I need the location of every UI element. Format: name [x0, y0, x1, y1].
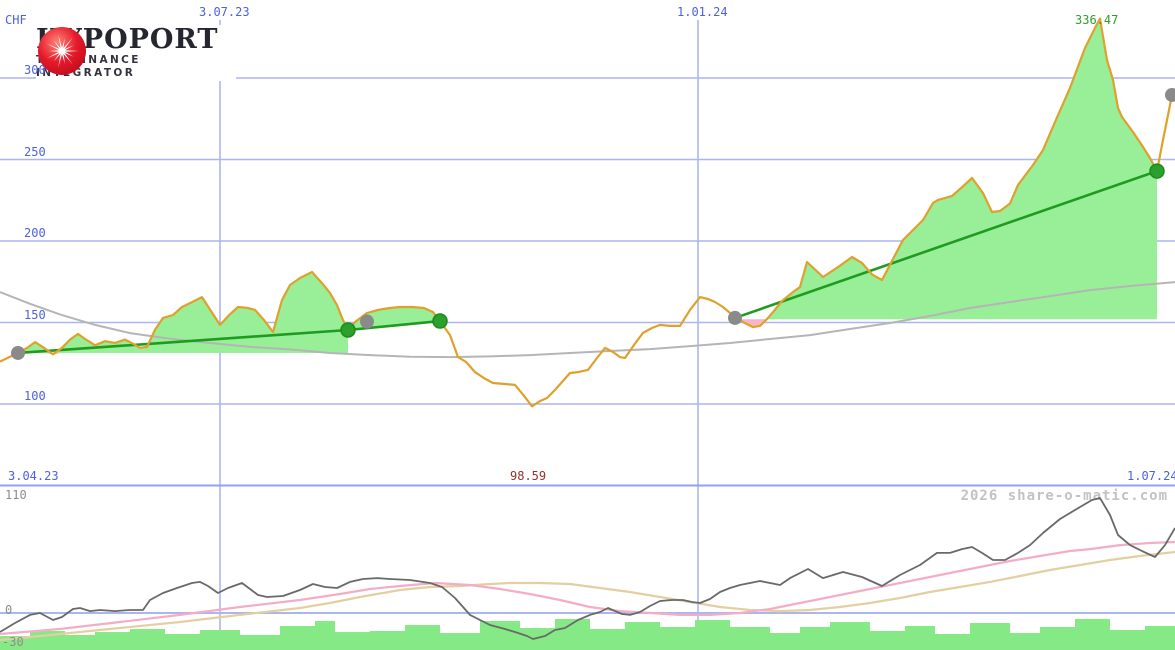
volume-bar — [800, 626, 830, 650]
moving-average-line — [0, 281, 1175, 359]
volume-bar — [905, 625, 935, 650]
price-y-tick-300: 300 — [24, 63, 46, 77]
trend-marker-green — [432, 313, 448, 329]
volume-bar — [65, 634, 95, 650]
osc-tick-0: 0 — [5, 603, 13, 617]
volume-bar — [440, 633, 480, 650]
bottom-date-tick: 3.04.23 — [8, 469, 59, 483]
volume-bar — [1010, 633, 1040, 650]
volume-bar — [590, 629, 625, 650]
volume-bar — [730, 626, 770, 650]
top-date-tick: 1.01.24 — [677, 5, 728, 19]
price-y-tick-250: 250 — [24, 144, 46, 159]
oscillator-line — [0, 497, 1175, 640]
volume-bar — [970, 622, 1010, 650]
trend-line-1 — [17, 328, 349, 355]
hypoport-logo: HYPOPORT THE FINANCE INTEGRATOR — [36, 25, 236, 81]
volume-bar — [935, 633, 970, 650]
volume-bar — [1110, 629, 1145, 650]
volume-bar — [1040, 626, 1075, 650]
price-fill-above-trend-0 — [18, 272, 348, 353]
osc-tick--30: -30 — [2, 635, 24, 650]
volume-bar — [695, 620, 730, 650]
trend-line-2 — [347, 319, 441, 332]
price-y-tick-100: 100 — [24, 389, 46, 403]
volume-bar — [370, 630, 405, 650]
volume-bar — [165, 633, 200, 650]
volume-bar — [770, 633, 800, 650]
trend-marker-gray — [11, 345, 25, 360]
volume-bar — [95, 632, 130, 650]
volume-bar — [520, 628, 555, 650]
volume-bar — [200, 629, 240, 650]
high-value-label: 336.47 — [1075, 12, 1119, 27]
volume-bar — [335, 632, 370, 650]
volume-bar — [405, 625, 440, 650]
volume-bar — [660, 626, 695, 650]
low-value-label: 98.59 — [510, 469, 547, 483]
price-y-tick-150: 150 — [24, 307, 46, 322]
currency-label: CHF — [5, 13, 27, 27]
trend-marker-gray — [1165, 87, 1175, 102]
volume-bar — [625, 621, 660, 650]
trend-marker-gray — [360, 314, 374, 329]
starburst-shape — [46, 34, 79, 68]
volume-bar — [280, 625, 315, 650]
hypoport-logo-icon — [38, 27, 86, 75]
volume-bar — [870, 630, 905, 650]
price-fill-above-trend-2 — [735, 18, 1157, 320]
volume-bar — [130, 629, 165, 650]
bottom-date-tick: 1.07.24 — [1127, 469, 1175, 483]
watermark: 2026 share-o-matic.com — [960, 488, 1168, 504]
trend-marker-green — [340, 322, 356, 338]
price-y-tick-200: 200 — [24, 226, 46, 240]
volume-bar — [240, 634, 280, 650]
price-fill-below-trend-0 — [18, 353, 348, 355]
volume-bar — [1145, 625, 1175, 650]
volume-bar — [315, 621, 335, 650]
trend-marker-gray — [728, 310, 742, 325]
trend-marker-green — [1149, 163, 1165, 179]
volume-bar — [1075, 618, 1110, 650]
top-date-tick: 3.07.23 — [199, 5, 250, 19]
volume-bar — [830, 621, 870, 650]
price-line — [0, 17, 1174, 408]
volume-bar — [480, 621, 520, 650]
signal-slow-line — [0, 550, 1175, 642]
trend-line-3 — [734, 169, 1158, 320]
signal-fast-line — [0, 540, 1175, 636]
osc-tick-110: 110 — [5, 487, 27, 502]
